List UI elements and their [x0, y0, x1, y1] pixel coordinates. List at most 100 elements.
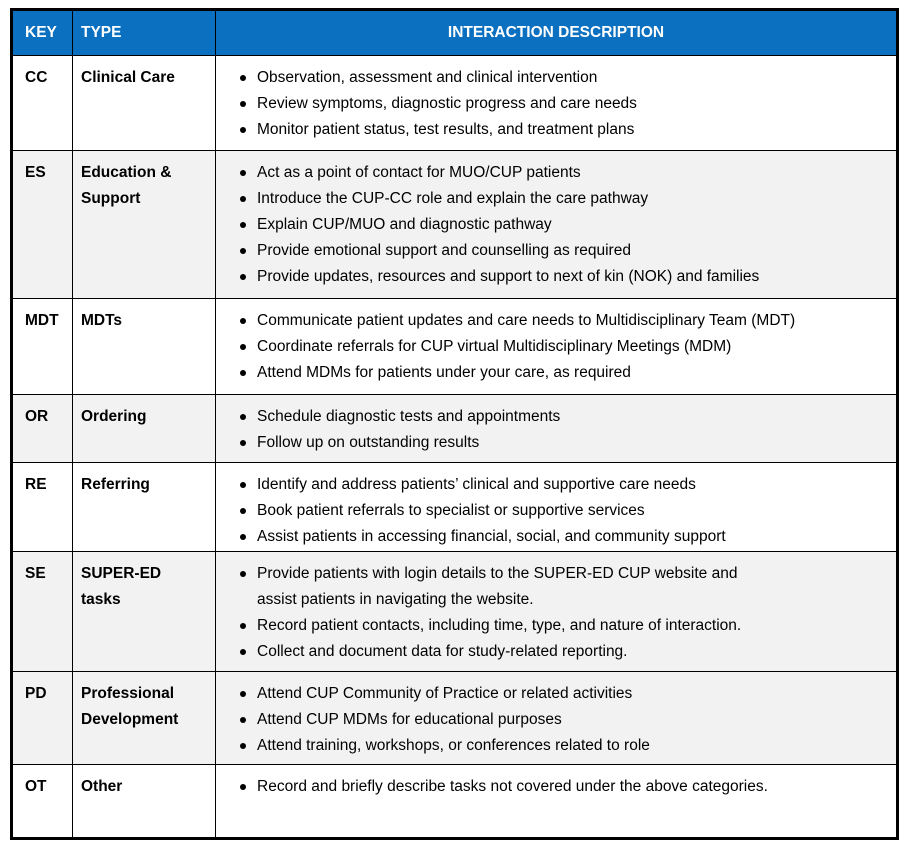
table-header: KEY TYPE INTERACTION DESCRIPTION — [11, 9, 898, 56]
description-text: Coordinate referrals for CUP virtual Mul… — [257, 338, 732, 355]
row-type: MDTs — [72, 298, 216, 395]
table-row-pd: PD Professional Development Attend CUP C… — [11, 671, 898, 765]
header-cell-key: KEY — [11, 9, 73, 56]
bullet-icon — [240, 784, 246, 790]
description-list: Provide patients with login details to t… — [240, 561, 884, 665]
bullet-icon — [240, 127, 246, 133]
bullet-icon — [240, 649, 246, 655]
description-text: Provide updates, resources and support t… — [257, 268, 760, 285]
bullet-icon — [240, 101, 246, 107]
list-item: Attend MDMs for patients under your care… — [240, 360, 884, 386]
description-text: Record patient contacts, including time,… — [257, 617, 742, 634]
bullet-icon — [240, 623, 246, 629]
row-description: Identify and address patients’ clinical … — [215, 462, 898, 552]
description-text: Collect and document data for study-rela… — [257, 643, 628, 660]
description-list: Schedule diagnostic tests and appointmen… — [240, 404, 884, 456]
bullet-icon — [240, 571, 246, 577]
description-text: Attend MDMs for patients under your care… — [257, 364, 631, 381]
list-item: Collect and document data for study-rela… — [240, 639, 884, 665]
list-item: Provide updates, resources and support t… — [240, 264, 884, 290]
bullet-icon — [240, 743, 246, 749]
description-text: Observation, assessment and clinical int… — [257, 69, 598, 86]
list-item: Provide emotional support and counsellin… — [240, 238, 884, 264]
list-item: Communicate patient updates and care nee… — [240, 308, 884, 334]
bullet-icon — [240, 508, 246, 514]
row-description: Act as a point of contact for MUO/CUP pa… — [215, 150, 898, 299]
table-row-cc: CC Clinical Care Observation, assessment… — [11, 55, 898, 151]
list-item: Identify and address patients’ clinical … — [240, 472, 884, 498]
description-text: Act as a point of contact for MUO/CUP pa… — [257, 164, 581, 181]
list-item: Provide patients with login details to t… — [240, 561, 884, 613]
row-key: OR — [11, 394, 73, 463]
row-key: PD — [11, 671, 73, 765]
list-item: Schedule diagnostic tests and appointmen… — [240, 404, 884, 430]
row-key: OT — [11, 764, 73, 839]
description-text: Introduce the CUP-CC role and explain th… — [257, 190, 649, 207]
bullet-icon — [240, 344, 246, 350]
row-type: Education & Support — [72, 150, 216, 299]
bullet-icon — [240, 248, 246, 254]
bullet-icon — [240, 170, 246, 176]
row-type: Ordering — [72, 394, 216, 463]
list-item: Act as a point of contact for MUO/CUP pa… — [240, 160, 884, 186]
table-row-se: SE SUPER-ED tasks Provide patients with … — [11, 551, 898, 672]
bullet-icon — [240, 222, 246, 228]
description-list: Identify and address patients’ clinical … — [240, 472, 884, 550]
list-item: Monitor patient status, test results, an… — [240, 117, 884, 143]
row-type: Professional Development — [72, 671, 216, 765]
description-list: Act as a point of contact for MUO/CUP pa… — [240, 160, 884, 290]
bullet-icon — [240, 196, 246, 202]
list-item: Attend CUP MDMs for educational purposes — [240, 707, 884, 733]
row-description: Communicate patient updates and care nee… — [215, 298, 898, 395]
bullet-icon — [240, 717, 246, 723]
table-row-mdt: MDT MDTs Communicate patient updates and… — [11, 298, 898, 395]
description-list: Observation, assessment and clinical int… — [240, 65, 884, 143]
list-item: Record patient contacts, including time,… — [240, 613, 884, 639]
list-item: Book patient referrals to specialist or … — [240, 498, 884, 524]
row-description: Attend CUP Community of Practice or rela… — [215, 671, 898, 765]
table-row-ot: OT Other Record and briefly describe tas… — [11, 764, 898, 839]
list-item: Observation, assessment and clinical int… — [240, 65, 884, 91]
bullet-icon — [240, 274, 246, 280]
row-type: Referring — [72, 462, 216, 552]
row-key: CC — [11, 55, 73, 151]
description-text: Attend training, workshops, or conferenc… — [257, 737, 650, 754]
row-type: Clinical Care — [72, 55, 216, 151]
description-text: Review symptoms, diagnostic progress and… — [257, 95, 637, 112]
description-text: Book patient referrals to specialist or … — [257, 502, 645, 519]
row-key: SE — [11, 551, 73, 672]
list-item: Follow up on outstanding results — [240, 430, 884, 456]
description-text: Monitor patient status, test results, an… — [257, 121, 635, 138]
bullet-icon — [240, 691, 246, 697]
description-text: Explain CUP/MUO and diagnostic pathway — [257, 216, 552, 233]
list-item: Attend training, workshops, or conferenc… — [240, 733, 884, 759]
header-cell-description: INTERACTION DESCRIPTION — [215, 9, 898, 56]
row-key: ES — [11, 150, 73, 299]
description-text: Attend CUP MDMs for educational purposes — [257, 711, 562, 728]
bullet-icon — [240, 534, 246, 540]
list-item: Introduce the CUP-CC role and explain th… — [240, 186, 884, 212]
row-description: Provide patients with login details to t… — [215, 551, 898, 672]
list-item: Assist patients in accessing financial, … — [240, 524, 884, 550]
row-description: Observation, assessment and clinical int… — [215, 55, 898, 151]
header-cell-type: TYPE — [72, 9, 216, 56]
description-text: Attend CUP Community of Practice or rela… — [257, 685, 633, 702]
bullet-icon — [240, 440, 246, 446]
bullet-icon — [240, 414, 246, 420]
row-key: MDT — [11, 298, 73, 395]
description-text: Identify and address patients’ clinical … — [257, 476, 696, 493]
row-description: Schedule diagnostic tests and appointmen… — [215, 394, 898, 463]
interaction-key-table: KEY TYPE INTERACTION DESCRIPTION CC Clin… — [10, 8, 899, 840]
table-body: CC Clinical Care Observation, assessment… — [11, 55, 898, 839]
list-item: Attend CUP Community of Practice or rela… — [240, 681, 884, 707]
description-text: Provide emotional support and counsellin… — [257, 242, 631, 259]
description-text: Schedule diagnostic tests and appointmen… — [257, 408, 561, 425]
row-type: Other — [72, 764, 216, 839]
bullet-icon — [240, 482, 246, 488]
row-type: SUPER-ED tasks — [72, 551, 216, 672]
description-text: Communicate patient updates and care nee… — [257, 312, 796, 329]
description-text: Follow up on outstanding results — [257, 434, 480, 451]
list-item: Coordinate referrals for CUP virtual Mul… — [240, 334, 884, 360]
description-list: Attend CUP Community of Practice or rela… — [240, 681, 884, 759]
list-item: Review symptoms, diagnostic progress and… — [240, 91, 884, 117]
